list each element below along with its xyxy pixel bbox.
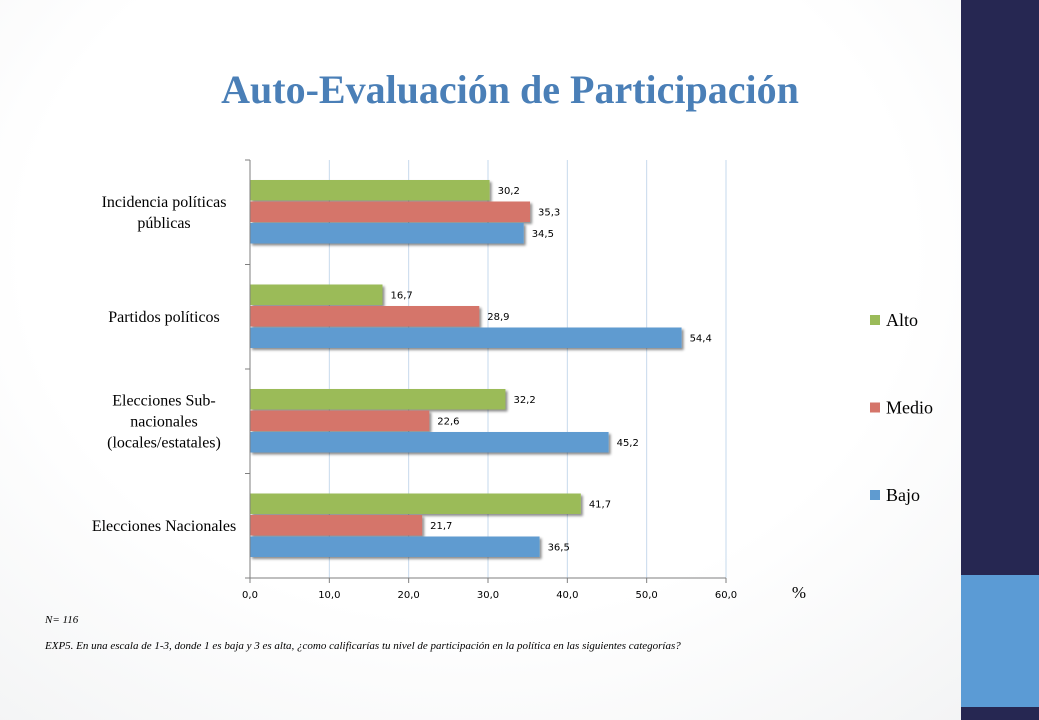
x-tick-label: 20,0 xyxy=(398,590,420,601)
category-label: Elecciones Sub-nacionales (locales/estata… xyxy=(107,392,221,451)
bar-bajo xyxy=(250,536,540,557)
bars xyxy=(250,180,682,557)
data-label: 54,4 xyxy=(690,333,712,344)
bar-alto xyxy=(250,284,383,305)
data-label: 22,6 xyxy=(437,416,459,427)
x-tick-label: 0,0 xyxy=(242,590,258,601)
data-label: 45,2 xyxy=(617,438,639,449)
axes xyxy=(245,159,727,583)
bar-bajo xyxy=(250,223,524,244)
data-label: 30,2 xyxy=(498,186,520,197)
legend-swatch xyxy=(870,402,880,413)
data-label: 36,5 xyxy=(548,542,570,553)
legend: Alto Medio Bajo xyxy=(870,310,933,505)
bar-chart: 0,0 10,0 20,0 30,0 40,0 50,0 60,0 30,2 35,3 34,5 I… xyxy=(92,159,933,602)
bar-medio xyxy=(250,410,430,431)
bar-medio xyxy=(250,515,423,536)
data-label: 35,3 xyxy=(538,207,560,218)
x-tick-label: 10,0 xyxy=(318,590,340,601)
category-label: Partidos políticos xyxy=(108,309,220,326)
x-axis-unit-label: % xyxy=(792,583,806,602)
page-title: Auto-Evaluación de Participación xyxy=(221,67,799,112)
x-tick-label: 30,0 xyxy=(477,590,499,601)
data-label: 32,2 xyxy=(513,395,535,406)
x-tick-label: 40,0 xyxy=(556,590,578,601)
bar-alto xyxy=(250,389,506,410)
bar-medio xyxy=(250,306,480,327)
bar-bajo xyxy=(250,327,682,348)
bar-bajo xyxy=(250,432,609,453)
category-label: Incidencia políticas públicas xyxy=(102,194,227,232)
data-label: 21,7 xyxy=(430,521,452,532)
bar-alto xyxy=(250,180,490,201)
x-tick-label: 60,0 xyxy=(715,590,737,601)
legend-label: Medio xyxy=(886,398,933,418)
legend-label: Alto xyxy=(886,310,918,330)
question-note: EXP5. En una escala de 1-3, donde 1 es b… xyxy=(45,640,681,652)
category-label: Elecciones Nacionales xyxy=(92,518,236,535)
bar-medio xyxy=(250,201,531,222)
data-label: 28,9 xyxy=(487,312,509,323)
data-label: 34,5 xyxy=(532,229,554,240)
sample-size-note: N= 116 xyxy=(45,614,79,626)
labels: 0,0 10,0 20,0 30,0 40,0 50,0 60,0 30,2 35,3 34,5 I… xyxy=(92,186,737,601)
bar-alto xyxy=(250,493,581,514)
x-tick-label: 50,0 xyxy=(636,590,658,601)
sidebar-accent-band xyxy=(961,575,1039,707)
legend-swatch xyxy=(870,490,880,500)
data-label: 41,7 xyxy=(589,499,611,510)
legend-label: Bajo xyxy=(886,485,920,505)
data-label: 16,7 xyxy=(390,290,412,301)
legend-swatch xyxy=(870,315,880,325)
